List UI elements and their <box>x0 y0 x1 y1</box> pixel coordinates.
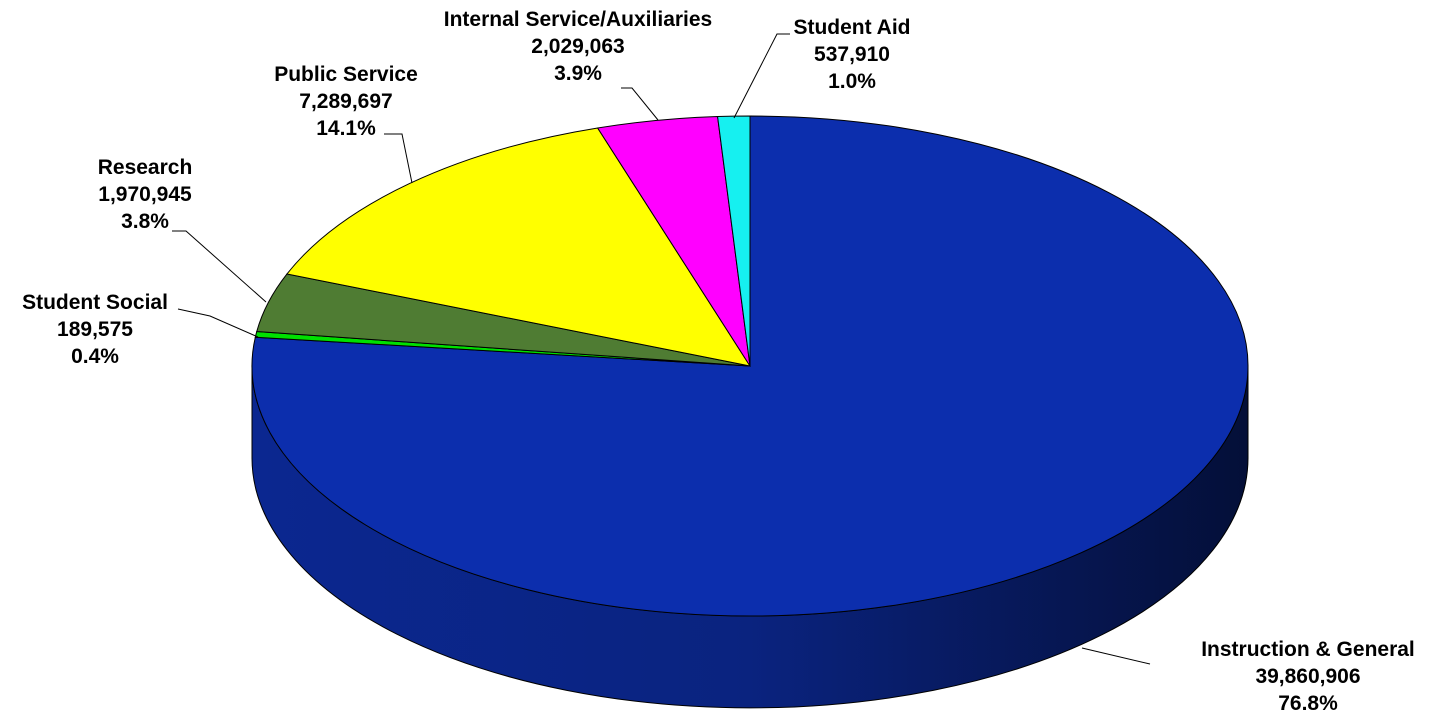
leader-line-research <box>172 230 267 303</box>
slice-label-percent-instruction-general: 76.8% <box>1278 692 1338 715</box>
slice-student-aid <box>717 115 751 367</box>
slice-label-name-research: Research <box>98 156 193 179</box>
slice-label-value-student-social: 189,575 <box>57 318 133 341</box>
slice-label-value-student-aid: 537,910 <box>814 43 890 66</box>
leader-line-internal-service-auxiliaries <box>621 87 659 121</box>
slice-label-percent-research: 3.8% <box>121 210 169 233</box>
slice-label-name-student-aid: Student Aid <box>793 16 910 39</box>
slice-label-name-public-service: Public Service <box>274 63 418 86</box>
pie-slices <box>251 115 1249 617</box>
slice-labels: Instruction & General 39,860,906 76.8% Stud… <box>22 8 1415 715</box>
slice-label-percent-student-aid: 1.0% <box>828 70 876 93</box>
slice-label-name-instruction-general: Instruction & General <box>1201 638 1415 661</box>
leader-lines <box>172 33 1151 665</box>
slice-label-percent-internal-service-auxiliaries: 3.9% <box>554 62 602 85</box>
slice-label-value-instruction-general: 39,860,906 <box>1255 665 1360 688</box>
leader-line-student-social <box>177 308 259 338</box>
leader-line-instruction-general <box>1081 647 1151 665</box>
slice-label-name-internal-service-auxiliaries: Internal Service/Auxiliaries <box>444 8 712 31</box>
slice-label-percent-public-service: 14.1% <box>316 117 376 140</box>
slice-label-value-research: 1,970,945 <box>98 183 192 206</box>
slice-label-percent-student-social: 0.4% <box>71 345 119 368</box>
slice-label-value-public-service: 7,289,697 <box>299 90 392 113</box>
leader-line-public-service <box>384 133 413 184</box>
slice-label-name-student-social: Student Social <box>22 291 168 314</box>
slice-public-service <box>286 127 752 367</box>
slice-label-value-internal-service-auxiliaries: 2,029,063 <box>531 35 624 58</box>
slice-instruction-general <box>251 115 1249 617</box>
leader-line-student-aid <box>733 33 790 119</box>
